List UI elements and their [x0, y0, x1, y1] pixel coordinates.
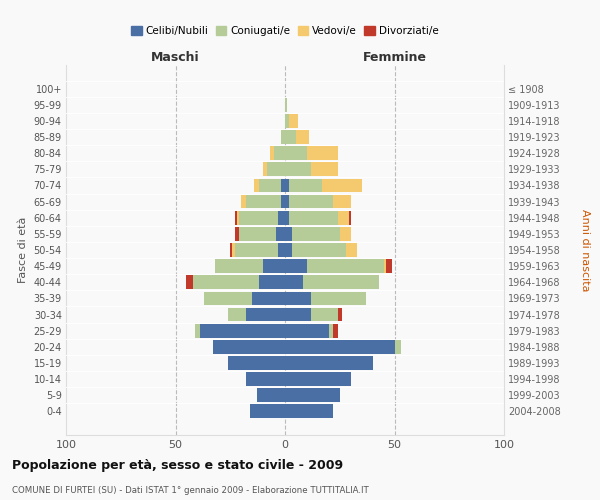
- Bar: [285, 146, 307, 160]
- Bar: [285, 260, 307, 273]
- Bar: [235, 243, 278, 257]
- Bar: [285, 130, 296, 144]
- Bar: [311, 308, 338, 322]
- Bar: [250, 404, 285, 418]
- Bar: [230, 243, 232, 257]
- Bar: [281, 194, 285, 208]
- Bar: [395, 340, 401, 353]
- Bar: [333, 194, 350, 208]
- Bar: [285, 276, 302, 289]
- Bar: [292, 227, 340, 240]
- Bar: [322, 178, 362, 192]
- Bar: [285, 98, 287, 112]
- Bar: [285, 292, 311, 306]
- Bar: [245, 308, 285, 322]
- Text: Popolazione per età, sesso e stato civile - 2009: Popolazione per età, sesso e stato civil…: [12, 460, 343, 472]
- Bar: [239, 211, 278, 224]
- Text: COMUNE DI FURTEI (SU) - Dati ISTAT 1° gennaio 2009 - Elaborazione TUTTITALIA.IT: COMUNE DI FURTEI (SU) - Dati ISTAT 1° ge…: [12, 486, 369, 495]
- Bar: [289, 178, 322, 192]
- Bar: [254, 178, 259, 192]
- Text: Femmine: Femmine: [362, 51, 427, 64]
- Bar: [340, 227, 350, 240]
- Bar: [241, 194, 245, 208]
- Bar: [338, 308, 342, 322]
- Bar: [285, 227, 292, 240]
- Bar: [338, 211, 349, 224]
- Bar: [228, 356, 285, 370]
- Bar: [285, 324, 329, 338]
- Bar: [285, 388, 340, 402]
- Bar: [195, 324, 200, 338]
- Bar: [307, 260, 383, 273]
- Bar: [276, 227, 285, 240]
- Bar: [281, 130, 285, 144]
- Bar: [349, 211, 350, 224]
- Bar: [285, 404, 333, 418]
- Bar: [292, 243, 346, 257]
- Bar: [187, 276, 193, 289]
- Bar: [285, 308, 311, 322]
- Bar: [285, 194, 289, 208]
- Legend: Celibi/Nubili, Coniugati/e, Vedovi/e, Divorziati/e: Celibi/Nubili, Coniugati/e, Vedovi/e, Di…: [127, 22, 443, 40]
- Bar: [245, 372, 285, 386]
- Bar: [346, 243, 357, 257]
- Bar: [302, 276, 379, 289]
- Bar: [289, 211, 338, 224]
- Bar: [285, 114, 289, 128]
- Bar: [296, 130, 309, 144]
- Bar: [274, 146, 285, 160]
- Text: Maschi: Maschi: [151, 51, 200, 64]
- Bar: [259, 178, 281, 192]
- Bar: [232, 243, 235, 257]
- Bar: [245, 194, 281, 208]
- Bar: [289, 114, 298, 128]
- Bar: [386, 260, 392, 273]
- Bar: [235, 211, 237, 224]
- Bar: [278, 211, 285, 224]
- Bar: [239, 227, 276, 240]
- Bar: [383, 260, 386, 273]
- Bar: [278, 243, 285, 257]
- Bar: [329, 324, 333, 338]
- Bar: [281, 178, 285, 192]
- Bar: [263, 260, 285, 273]
- Bar: [285, 178, 289, 192]
- Bar: [215, 260, 263, 273]
- Bar: [269, 146, 274, 160]
- Bar: [285, 211, 289, 224]
- Bar: [263, 162, 268, 176]
- Bar: [268, 162, 285, 176]
- Bar: [285, 162, 311, 176]
- Bar: [237, 211, 239, 224]
- Bar: [193, 276, 259, 289]
- Bar: [307, 146, 338, 160]
- Bar: [235, 227, 239, 240]
- Bar: [285, 356, 373, 370]
- Bar: [257, 388, 285, 402]
- Y-axis label: Fasce di età: Fasce di età: [18, 217, 28, 283]
- Bar: [200, 324, 285, 338]
- Bar: [311, 292, 366, 306]
- Bar: [285, 372, 350, 386]
- Bar: [252, 292, 285, 306]
- Bar: [213, 340, 285, 353]
- Bar: [285, 340, 395, 353]
- Bar: [333, 324, 338, 338]
- Bar: [228, 308, 245, 322]
- Bar: [311, 162, 338, 176]
- Bar: [289, 194, 333, 208]
- Bar: [259, 276, 285, 289]
- Bar: [285, 243, 292, 257]
- Bar: [204, 292, 252, 306]
- Y-axis label: Anni di nascita: Anni di nascita: [580, 209, 590, 291]
